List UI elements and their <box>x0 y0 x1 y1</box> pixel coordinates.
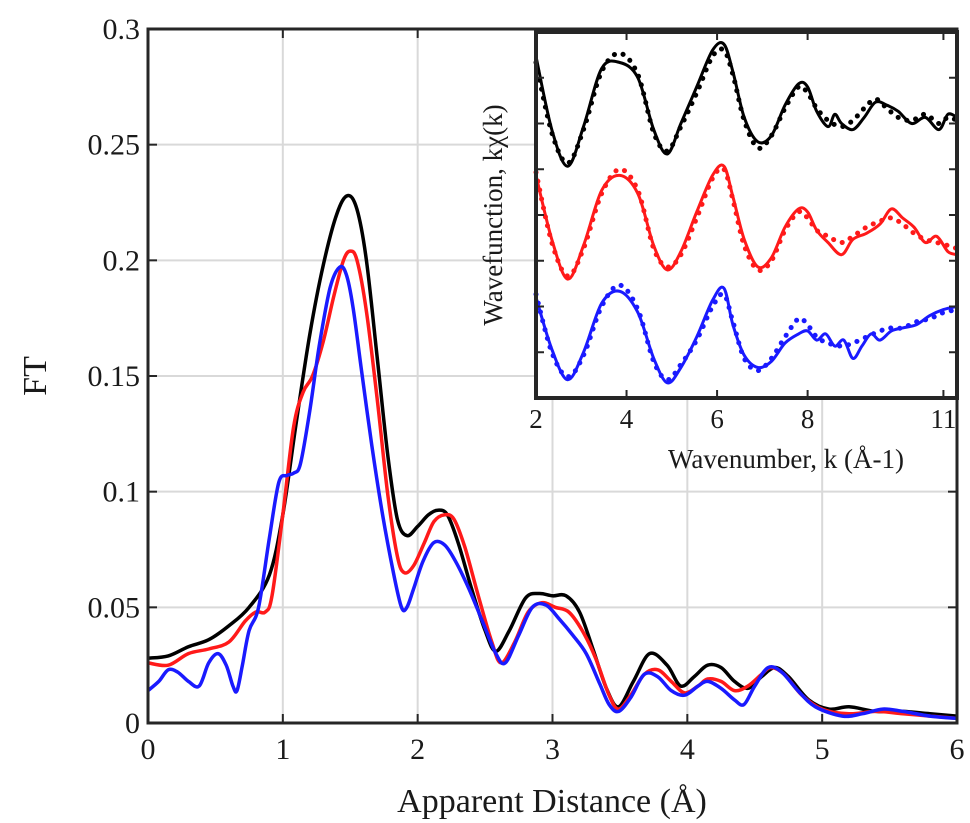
main-x-tick-label: 0 <box>141 733 156 766</box>
inset-series-line-6 <box>533 282 960 383</box>
main-x-tick-label: 4 <box>680 733 695 766</box>
main-series-line-2 <box>147 249 958 721</box>
main-y-tick-label: 0 <box>125 707 140 740</box>
inset-x-tick-label: 11 <box>930 404 956 434</box>
inset-plot-background <box>536 32 957 398</box>
inset-series-line-1 <box>534 41 958 168</box>
inset-x-tick-labels: 2 4 6 8 11 <box>529 404 956 434</box>
inset-x-tick-label: 8 <box>801 404 815 434</box>
inset-series-line-4 <box>533 165 960 279</box>
main-series-group <box>146 193 958 721</box>
main-y-tick-label: 0.3 <box>103 13 141 46</box>
main-x-tick-label: 6 <box>950 733 965 766</box>
inset-series-group <box>533 41 960 385</box>
main-y-axis-label: FT <box>17 356 54 396</box>
inset-tick-marks <box>535 32 957 398</box>
inset-x-tick-label: 4 <box>620 404 634 434</box>
main-x-tick-labels: 0 1 2 3 4 5 6 <box>141 733 965 766</box>
inset-series-line-2 <box>533 46 960 166</box>
main-y-tick-label: 0.25 <box>88 129 141 162</box>
main-x-tick-label: 2 <box>410 733 425 766</box>
main-series-line-3 <box>146 264 958 721</box>
main-x-axis-label: Apparent Distance (Å) <box>397 783 707 820</box>
main-x-tick-label: 1 <box>275 733 290 766</box>
inset-y-axis-label: Wavefunction, kχ(k) <box>478 104 508 325</box>
inset-x-tick-label: 2 <box>529 404 543 434</box>
inset-x-tick-label: 6 <box>710 404 724 434</box>
inset-x-axis-label: Wavenumber, k (Å-1) <box>668 444 904 474</box>
main-y-tick-label: 0.1 <box>103 476 141 509</box>
main-y-tick-label: 0.15 <box>88 360 141 393</box>
main-y-tick-label: 0.2 <box>103 244 141 277</box>
inset-chart: 2 4 6 8 11 Wavenumber, k (Å-1) Wavefunction,… <box>478 30 960 474</box>
main-y-tick-labels: 0 0.05 0.1 0.15 0.2 0.25 0.3 <box>88 13 141 740</box>
main-x-tick-label: 5 <box>815 733 830 766</box>
main-x-tick-label: 3 <box>545 733 560 766</box>
main-y-tick-label: 0.05 <box>88 591 141 624</box>
